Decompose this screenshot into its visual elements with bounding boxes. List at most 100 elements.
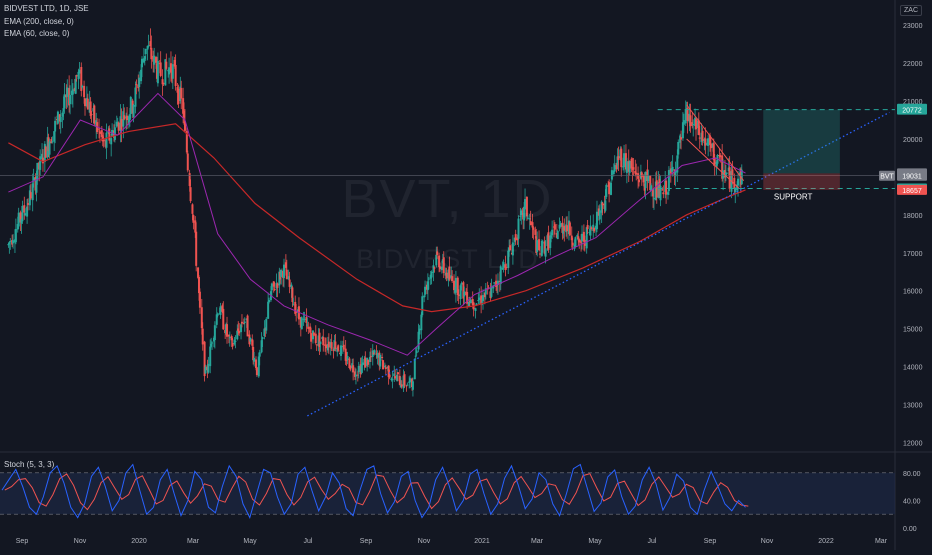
- candle-body: [409, 378, 412, 383]
- stoch-legend[interactable]: Stoch (5, 3, 3): [4, 460, 55, 469]
- candle-body: [553, 224, 556, 230]
- candle-body: [536, 240, 539, 253]
- candle-body: [604, 200, 607, 211]
- candle-body: [655, 180, 658, 198]
- candle-body: [691, 122, 694, 126]
- candle-body: [74, 79, 77, 94]
- candle-body: [517, 218, 520, 239]
- candle-body: [372, 352, 375, 354]
- candle-body: [315, 344, 318, 346]
- candle-body: [177, 88, 180, 104]
- candle-body: [516, 237, 519, 241]
- candle-body: [571, 242, 574, 246]
- candle-body: [62, 108, 65, 112]
- candle-body: [334, 341, 337, 349]
- price-tick-label: 15000: [903, 327, 923, 334]
- candle-body: [686, 108, 689, 121]
- time-tick-label: Jul: [304, 538, 313, 545]
- candle-body: [590, 227, 593, 229]
- candle-body: [300, 317, 303, 330]
- candle-body: [387, 365, 390, 378]
- candle-body: [418, 328, 421, 335]
- candle-body: [141, 58, 144, 68]
- candle-body: [635, 172, 638, 175]
- support-label: SUPPORT: [774, 192, 813, 201]
- candle-body: [226, 324, 229, 337]
- candle-body: [108, 128, 111, 141]
- candle-body: [189, 187, 192, 202]
- time-tick-label: May: [588, 538, 602, 545]
- candle-body: [724, 172, 727, 177]
- candle-body: [462, 282, 465, 299]
- candle-body: [265, 318, 268, 331]
- candle-body: [426, 281, 429, 291]
- candle-body: [638, 179, 641, 183]
- candle-body: [201, 328, 204, 345]
- symbol-legend[interactable]: BIDVEST LTD, 1D, JSE: [4, 4, 89, 13]
- candle-body: [589, 225, 592, 236]
- candle-body: [532, 227, 535, 230]
- candle-body: [7, 244, 10, 246]
- candle-body: [120, 119, 123, 130]
- candle-body: [453, 280, 456, 291]
- candle-body: [665, 180, 668, 195]
- candle-body: [531, 222, 534, 228]
- candle-body: [704, 138, 707, 146]
- candle-body: [728, 167, 731, 189]
- candle-body: [566, 225, 569, 232]
- ticker-tag: [879, 170, 895, 181]
- price-tag: [897, 184, 927, 195]
- stoch-tick-label: 80.00: [903, 471, 921, 478]
- time-axis[interactable]: Sep Nov 2020 Mar May Jul Sep Nov 2021 Mar May Jul Se…: [16, 538, 888, 545]
- ema60-legend[interactable]: EMA (60, close, 0): [4, 29, 70, 38]
- price-tag: [897, 104, 927, 115]
- time-tick-label: 2020: [131, 538, 147, 545]
- candle-body: [312, 332, 315, 336]
- candle-body: [219, 306, 222, 316]
- candle-body: [352, 365, 355, 373]
- ema200-legend[interactable]: EMA (200, close, 0): [4, 17, 74, 26]
- candle-body: [77, 71, 80, 80]
- candle-body: [382, 360, 385, 370]
- candle-body: [346, 356, 349, 360]
- candle-body: [128, 114, 131, 120]
- candle-body: [490, 286, 493, 297]
- candle-body: [609, 182, 612, 195]
- candle-body: [499, 266, 502, 285]
- candle-body: [19, 212, 22, 223]
- candle-body: [61, 112, 64, 117]
- candle-body: [647, 175, 650, 182]
- candle-body: [424, 286, 427, 295]
- candle-body: [257, 356, 260, 377]
- watermark-ticker: BVT, 1D: [341, 169, 554, 229]
- candle-body: [484, 288, 487, 295]
- price-axis[interactable]: 1200013000140001500016000170001800019000…: [879, 23, 927, 447]
- candle-body: [234, 340, 237, 342]
- candle-body: [388, 374, 391, 378]
- currency-badge[interactable]: ZAC: [900, 5, 922, 16]
- candle-body: [126, 115, 129, 121]
- candle-body: [322, 337, 325, 346]
- candle-body: [270, 283, 273, 291]
- candle-body: [483, 292, 486, 298]
- stoch-tick-label: 40.00: [903, 498, 921, 505]
- candle-body: [733, 177, 736, 189]
- candle-body: [86, 98, 89, 110]
- candle-body: [102, 138, 105, 142]
- candle-body: [520, 210, 523, 216]
- candle-body: [230, 336, 233, 341]
- candlestick-series: [7, 28, 743, 397]
- candle-body: [283, 264, 286, 279]
- candle-body: [53, 131, 56, 142]
- candle-body: [563, 225, 566, 231]
- candle-body: [48, 141, 51, 155]
- candle-body: [75, 75, 78, 77]
- candle-body: [251, 339, 254, 346]
- watermark-name: BIDVEST LTD: [356, 244, 539, 274]
- candle-body: [186, 153, 189, 171]
- candle-body: [238, 330, 241, 334]
- candle-body: [600, 201, 603, 213]
- candle-body: [276, 283, 279, 288]
